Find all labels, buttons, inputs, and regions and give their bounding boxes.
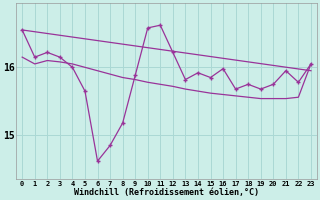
X-axis label: Windchill (Refroidissement éolien,°C): Windchill (Refroidissement éolien,°C): [74, 188, 259, 197]
